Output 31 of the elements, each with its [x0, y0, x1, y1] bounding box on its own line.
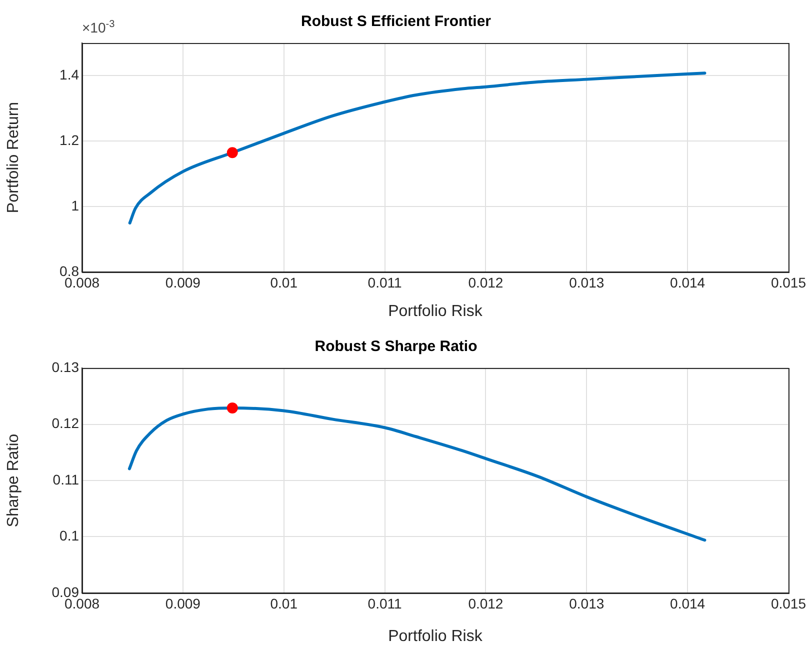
chart-title: Robust S Sharpe Ratio [314, 338, 478, 356]
x-tick-label: 0.011 [368, 595, 402, 612]
y-tick-label: 1.4 [60, 66, 80, 83]
x-tick-label: 0.009 [165, 274, 201, 290]
y-axis-title: Sharpe Ratio [5, 434, 22, 528]
x-tick-label: 0.014 [670, 274, 706, 290]
y-tick-label: 0.09 [52, 584, 80, 600]
x-tick-label: 0.013 [569, 595, 604, 612]
y-axis-title: Portfolio Return [5, 102, 22, 214]
x-tick-label: 0.012 [468, 274, 504, 290]
chart-title: Robust S Efficient Frontier [300, 13, 492, 30]
x-tick-label: 0.015 [770, 595, 806, 612]
y-tick-label: 0.11 [52, 471, 80, 488]
line-series [128, 72, 706, 224]
x-tick-label: 0.011 [368, 274, 402, 290]
y-tick-label: 0.13 [52, 358, 80, 375]
x-tick-label: 0.01 [270, 595, 298, 612]
y-tick-label: 1 [71, 197, 80, 214]
x-tick-label: 0.01 [270, 274, 298, 290]
y-tick-label: 0.1 [60, 528, 80, 544]
x-tick-label: 0.014 [670, 595, 706, 612]
x-axis-title: Portfolio Risk [388, 302, 484, 320]
y-tick-label: 0.12 [52, 415, 80, 432]
x-tick-label: 0.015 [770, 274, 806, 290]
y-tick-label: 0.8 [60, 262, 80, 279]
x-tick-label: 0.013 [569, 274, 604, 290]
text: ×10$^{-3}$ [82, 19, 115, 36]
y-tick-label: 1.2 [60, 132, 80, 148]
x-tick-label: 0.012 [468, 595, 504, 612]
x-tick-label: 0.009 [165, 595, 201, 612]
x-axis-title: Portfolio Risk [388, 628, 484, 645]
